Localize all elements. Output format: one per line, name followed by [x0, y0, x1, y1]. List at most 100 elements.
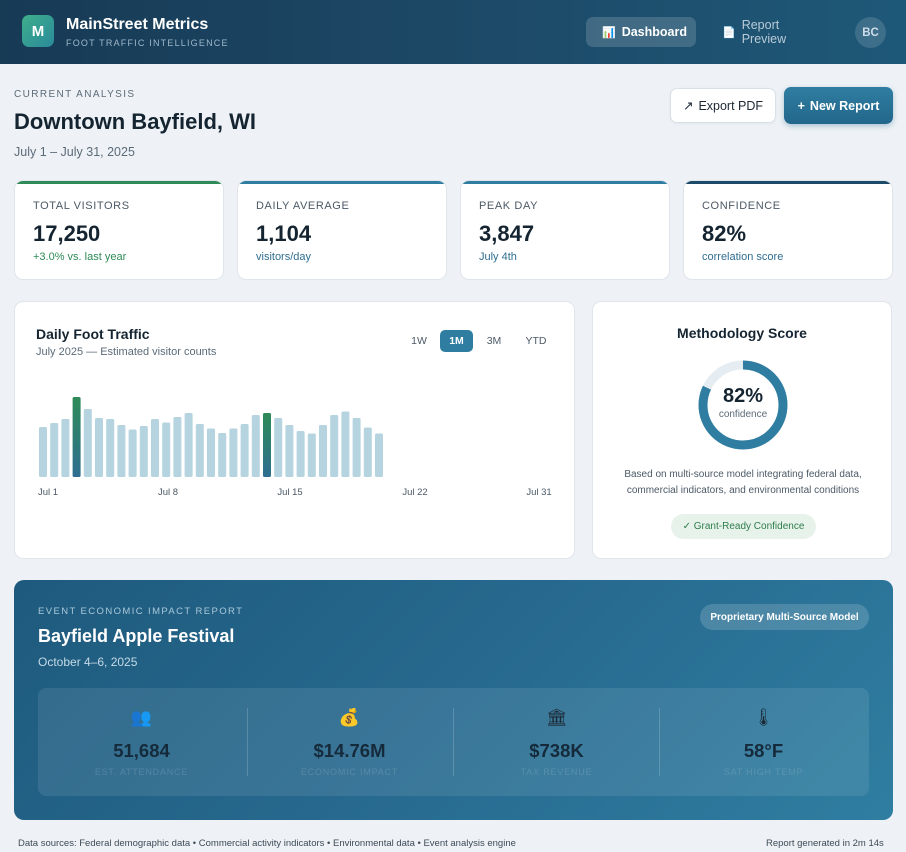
traffic-bar-day-8	[117, 425, 126, 477]
traffic-bar-day-26	[319, 425, 327, 477]
stat-label: TOTAL VISITORS	[33, 200, 130, 212]
methodology-card: Methodology Score 82% confidence Based o…	[592, 301, 892, 559]
new-report-label: New Report	[809, 98, 880, 113]
bar-chart-icon: 📊	[602, 26, 616, 39]
chart-subtitle: July 2025 — Estimated visitor counts	[36, 346, 217, 358]
export-icon: ↗	[682, 99, 694, 113]
export-pdf-button[interactable]: ↗ Export PDF	[670, 88, 776, 123]
range-1w-button[interactable]: 1W	[411, 335, 427, 347]
model-badge: Proprietary Multi-Source Model	[700, 604, 869, 630]
nav-report-preview-label: Report Preview	[741, 18, 787, 46]
traffic-bar-day-6	[95, 418, 103, 477]
stat-sub: correlation score	[702, 251, 784, 263]
data-sources: Data sources: Federal demographic data •…	[18, 838, 516, 849]
range-ytd-button[interactable]: YTD	[525, 335, 547, 347]
traffic-bar-day-17	[218, 433, 227, 477]
stat-accent	[15, 181, 223, 184]
metric-economic-impact: 💰 $14.76M ECONOMIC IMPACT	[246, 688, 453, 796]
metric-label: ECONOMIC IMPACT	[300, 767, 399, 777]
traffic-bar-day-4	[72, 397, 81, 477]
confidence-value: 82%	[722, 385, 764, 407]
traffic-bar-day-1	[39, 427, 47, 477]
traffic-bar-day-30	[363, 427, 372, 477]
grant-ready-badge: ✓ Grant-Ready Confidence	[671, 514, 816, 539]
stat-accent	[461, 181, 669, 184]
x-tick-label: Jul 15	[277, 487, 302, 498]
stat-label: PEAK DAY	[479, 200, 539, 212]
event-impact-panel: EVENT ECONOMIC IMPACT REPORT Bayfield Ap…	[14, 580, 893, 820]
event-metrics: 👥 51,684 EST. ATTENDANCE 💰 $14.76M ECONO…	[38, 688, 869, 796]
divider	[247, 708, 248, 776]
nav-dashboard[interactable]: 📊 Dashboard	[586, 17, 696, 47]
stat-value: 1,104	[256, 221, 312, 246]
traffic-bar-day-25	[307, 433, 316, 477]
new-report-button[interactable]: + New Report	[784, 87, 893, 124]
traffic-bar-day-27	[330, 415, 339, 477]
traffic-bar-day-28	[341, 411, 350, 477]
stat-value: 3,847	[479, 221, 535, 246]
traffic-bar-day-31	[375, 433, 383, 477]
traffic-bar-day-16	[207, 428, 215, 477]
range-3m-button[interactable]: 3M	[486, 335, 502, 347]
traffic-bar-day-29	[352, 418, 361, 477]
x-tick-label: Jul 8	[158, 487, 178, 498]
metric-tax-revenue: 🏛 $738K TAX REVENUE	[453, 688, 660, 796]
event-title: Bayfield Apple Festival	[38, 626, 235, 646]
traffic-bar-day-11	[151, 419, 159, 477]
avatar[interactable]: BC	[855, 17, 886, 48]
stat-value: 82%	[702, 221, 747, 246]
stat-card-total-visitors: TOTAL VISITORS 17,250 +3.0% vs. last yea…	[14, 180, 224, 280]
metric-value: $738K	[529, 740, 584, 761]
traffic-bar-day-20	[251, 415, 260, 477]
nav-dashboard-label: Dashboard	[621, 25, 687, 39]
traffic-bar-day-23	[285, 425, 294, 477]
export-pdf-label: Export PDF	[698, 98, 764, 113]
traffic-bar-day-9	[128, 429, 137, 477]
methodology-description: Based on multi-source model integrating …	[624, 469, 862, 496]
traffic-bar-day-22	[274, 418, 283, 477]
nav-report-preview[interactable]: 📄 Report Preview	[706, 17, 840, 47]
page-title: Downtown Bayfield, WI	[14, 109, 256, 134]
stat-card-confidence: CONFIDENCE 82% correlation score	[683, 180, 893, 280]
bank-icon: 🏛	[545, 708, 568, 727]
traffic-bar-day-12	[162, 422, 171, 477]
stat-sub: July 4th	[479, 251, 517, 263]
traffic-bar-day-5	[83, 409, 92, 477]
stat-label: DAILY AVERAGE	[256, 200, 350, 212]
range-1m-button[interactable]: 1M	[440, 330, 473, 352]
traffic-bar-chart: Jul 1 Jul 8 Jul 15 Jul 22 Jul 31	[38, 397, 552, 498]
event-eyebrow: EVENT ECONOMIC IMPACT REPORT	[38, 606, 244, 617]
top-bar: M MainStreet Metrics FOOT TRAFFIC INTELL…	[0, 0, 906, 64]
traffic-bar-day-14	[184, 413, 193, 477]
traffic-bar-day-3	[61, 419, 70, 477]
brand-tagline: FOOT TRAFFIC INTELLIGENCE	[66, 38, 229, 48]
brand-name: MainStreet Metrics	[66, 16, 209, 33]
divider	[659, 708, 660, 776]
traffic-bar-day-24	[296, 431, 305, 477]
stat-card-peak-day: PEAK DAY 3,847 July 4th	[460, 180, 670, 280]
plus-icon: +	[797, 98, 805, 113]
methodology-title: Methodology Score	[677, 325, 807, 341]
traffic-bar-day-7	[106, 419, 115, 477]
confidence-ring-graphic	[698, 360, 788, 450]
document-icon: 📄	[722, 26, 736, 39]
metric-value: $14.76M	[313, 740, 386, 761]
report-generated: Report generated in 2m 14s	[766, 838, 884, 849]
traffic-bar-day-18	[229, 428, 238, 477]
stat-sub: +3.0% vs. last year	[33, 251, 127, 263]
daily-traffic-card: Daily Foot Traffic July 2025 — Estimated…	[14, 301, 575, 559]
confidence-label: confidence	[718, 409, 768, 420]
traffic-bar-day-10	[139, 426, 148, 477]
thermometer-icon: 🌡	[752, 708, 775, 727]
ring-arc	[698, 360, 788, 450]
divider	[453, 708, 454, 776]
event-dates: October 4–6, 2025	[38, 655, 138, 669]
people-icon: 👥	[130, 708, 153, 727]
x-tick-label: Jul 31	[526, 487, 551, 498]
stat-value: 17,250	[33, 221, 101, 246]
confidence-ring: 82% confidence	[697, 359, 789, 451]
metric-label: TAX REVENUE	[520, 767, 593, 777]
chart-title: Daily Foot Traffic	[36, 326, 150, 342]
x-tick-label: Jul 1	[38, 487, 58, 498]
date-range: July 1 – July 31, 2025	[14, 145, 135, 159]
